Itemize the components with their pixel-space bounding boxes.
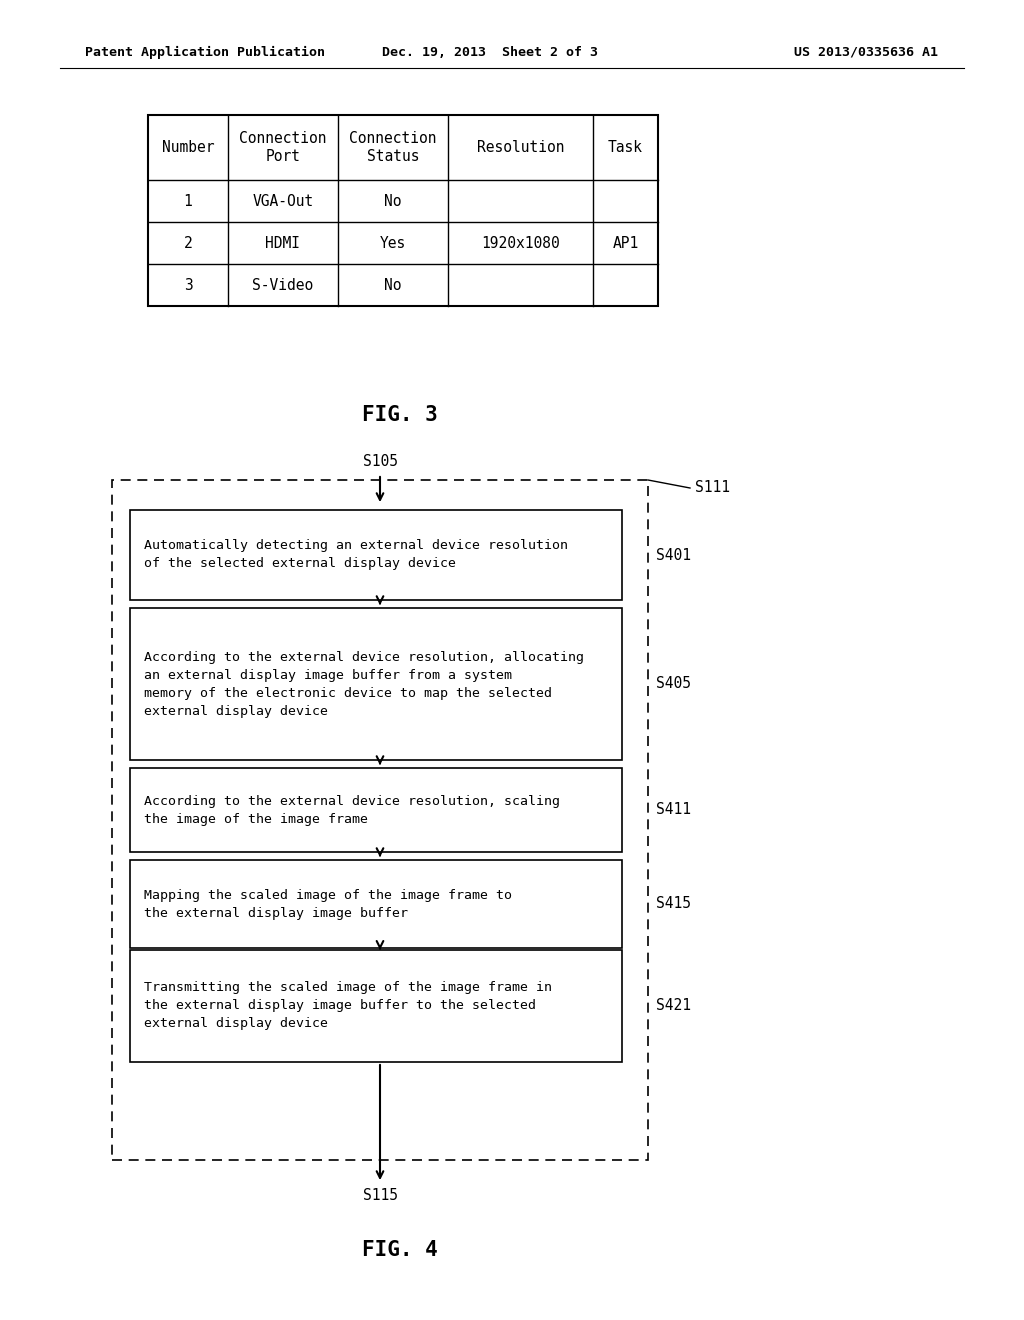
Bar [148,115,658,306]
Text: S115: S115 [362,1188,397,1203]
Text: HDMI: HDMI [265,235,300,251]
Text: AP1: AP1 [612,235,639,251]
Text: According to the external device resolution, allocating
an external display imag: According to the external device resolut… [144,651,584,718]
Text: Transmitting the scaled image of the image frame in
the external display image b: Transmitting the scaled image of the ima… [144,982,552,1031]
Text: According to the external device resolution, scaling
the image of the image fram: According to the external device resolut… [144,795,560,825]
Text: Mapping the scaled image of the image frame to
the external display image buffer: Mapping the scaled image of the image fr… [144,888,512,920]
Text: Yes: Yes [380,235,407,251]
Bar [130,768,622,851]
Text: 2: 2 [183,235,193,251]
Text: Connection
Status: Connection Status [349,131,437,164]
Bar [130,609,622,760]
Text: No: No [384,277,401,293]
Text: Patent Application Publication: Patent Application Publication [85,45,325,58]
Text: Automatically detecting an external device resolution
of the selected external d: Automatically detecting an external devi… [144,540,568,570]
Text: S111: S111 [695,480,730,495]
Text: Resolution: Resolution [477,140,564,154]
Text: S-Video: S-Video [252,277,313,293]
Text: No: No [384,194,401,209]
Text: VGA-Out: VGA-Out [252,194,313,209]
Text: Task: Task [608,140,643,154]
Bar [130,950,622,1063]
Text: Connection
Port: Connection Port [240,131,327,164]
Text: S421: S421 [656,998,691,1014]
Text: US 2013/0335636 A1: US 2013/0335636 A1 [794,45,938,58]
Text: Number: Number [162,140,214,154]
Text: S411: S411 [656,803,691,817]
Text: 1: 1 [183,194,193,209]
Text: 1920x1080: 1920x1080 [481,235,560,251]
Bar [130,510,622,601]
Text: S105: S105 [362,454,397,470]
Bar [112,480,648,1160]
Text: Dec. 19, 2013  Sheet 2 of 3: Dec. 19, 2013 Sheet 2 of 3 [382,45,598,58]
Text: FIG. 4: FIG. 4 [362,1239,438,1261]
Text: S415: S415 [656,896,691,912]
Text: FIG. 3: FIG. 3 [362,405,438,425]
Bar [130,861,622,948]
Text: 3: 3 [183,277,193,293]
Text: S401: S401 [656,548,691,562]
Text: S405: S405 [656,676,691,692]
